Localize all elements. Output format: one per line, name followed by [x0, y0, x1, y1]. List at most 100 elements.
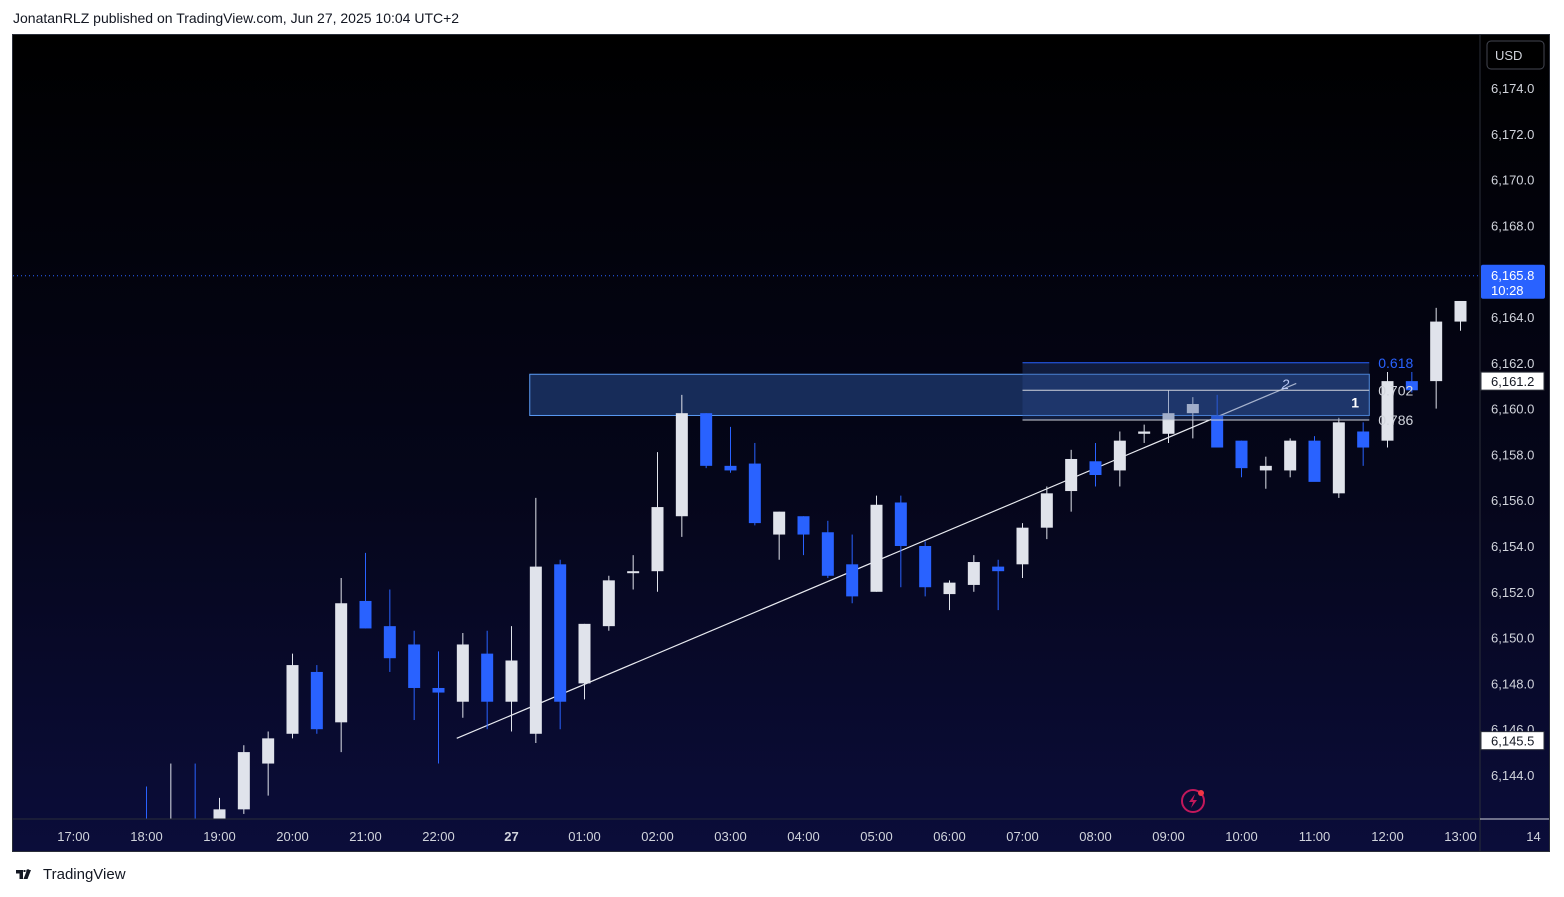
candle-body: [1040, 493, 1053, 528]
candle-body: [1186, 404, 1199, 414]
candle-body: [1113, 440, 1126, 471]
supply-zone-box: [529, 373, 1370, 416]
chart-overlay-layer: [1181, 789, 1205, 813]
lightning-icon: [1181, 789, 1205, 813]
candle-body: [846, 564, 859, 597]
time-tick-label: 20:00: [276, 829, 309, 844]
time-tick-label: 08:00: [1079, 829, 1112, 844]
candle-body: [627, 571, 640, 574]
candle-body: [310, 671, 323, 730]
candle-body: [675, 413, 688, 517]
price-tick-label: 6,148.0: [1491, 676, 1534, 691]
candle-body: [1381, 381, 1394, 441]
candle-body: [237, 752, 250, 810]
candle-body: [1308, 440, 1321, 482]
time-tick-label: 22:00: [422, 829, 455, 844]
candle-body: [1357, 431, 1370, 448]
time-tick-label: 09:00: [1152, 829, 1185, 844]
candle-body: [1138, 431, 1151, 434]
candle-body: [1405, 381, 1418, 391]
candle-body: [1235, 440, 1248, 469]
candle-body: [1089, 461, 1102, 476]
price-tick-label: 6,168.0: [1491, 218, 1534, 233]
candle-body: [481, 653, 494, 702]
time-tick-label: 14: [1526, 829, 1540, 844]
time-tick-label: 19:00: [203, 829, 236, 844]
candles-layer: [146, 300, 1467, 819]
candle-body: [408, 644, 421, 688]
time-tick-label: 21:00: [349, 829, 382, 844]
time-tick-label: 13:00: [1444, 829, 1477, 844]
time-tick-label: 12:00: [1371, 829, 1404, 844]
candle-body: [1162, 413, 1175, 434]
time-tick-label: 02:00: [641, 829, 674, 844]
candle-body: [335, 603, 348, 723]
zone-label-2: 2: [1281, 376, 1290, 392]
time-tick-label: 11:00: [1299, 829, 1331, 844]
candle-body: [554, 564, 567, 702]
time-tick-label: 04:00: [787, 829, 820, 844]
fib-level-label: 0.618: [1378, 355, 1413, 371]
price-tick-label: 6,160.0: [1491, 402, 1534, 417]
fib-layer: 0.618 0.702 0.786 1 2: [1022, 355, 1413, 428]
time-tick-label: 17:00: [57, 829, 90, 844]
currency-label: USD: [1495, 48, 1522, 63]
time-tick-label: 10:00: [1225, 829, 1258, 844]
candle-body: [602, 580, 615, 627]
candle-body: [359, 600, 372, 629]
drawing-price-badge: [1480, 731, 1545, 751]
chart-area[interactable]: 0.618 0.702 0.786 1 2 6,144.0 6,146.0 6,148.0 6…: [12, 34, 1550, 852]
time-tick-label: 06:00: [933, 829, 966, 844]
zone-label-1: 1: [1351, 395, 1359, 411]
candle-body: [1065, 458, 1078, 492]
time-tick-label: 01:00: [568, 829, 601, 844]
last-price-badge: [1481, 264, 1545, 299]
candle-body: [943, 582, 956, 595]
fib-level-label: 0.702: [1378, 382, 1413, 398]
countdown-value: 10:28: [1491, 283, 1524, 298]
time-axis[interactable]: 17:00 18:00 19:00 20:00 21:00 22:00 27 01:00 02:…: [13, 818, 1549, 844]
supply-zone-layer: [529, 373, 1370, 416]
brand-name: TradingView: [43, 866, 126, 883]
time-tick-label: 05:00: [860, 829, 893, 844]
candle-body: [651, 507, 664, 572]
tradingview-brand[interactable]: TradingView: [13, 866, 126, 883]
candle-body: [821, 532, 834, 576]
time-tick-label: 27: [504, 829, 518, 844]
tradingview-logo-icon: [16, 868, 31, 879]
candle-body: [1430, 321, 1443, 382]
candle-body: [773, 511, 786, 535]
candle-body: [724, 465, 737, 471]
candle-body: [748, 463, 761, 524]
candle-body: [1211, 415, 1224, 448]
price-tick-label: 6,144.0: [1491, 768, 1534, 783]
candle-body: [456, 644, 469, 702]
drawing-price-badge: [1480, 371, 1545, 391]
candle-body: [262, 738, 275, 764]
currency-box: [1486, 40, 1545, 70]
candle-body: [432, 687, 445, 693]
candle-body: [1016, 527, 1029, 565]
candle-body: [1259, 465, 1272, 471]
candle-body: [1284, 440, 1297, 471]
price-axis[interactable]: 6,144.06,146.06,148.06,150.06,152.06,154…: [1479, 35, 1545, 851]
drawing-price-label: 6,145.5: [1491, 734, 1534, 749]
price-tick-label: 6,170.0: [1491, 173, 1534, 188]
candle-body: [1332, 422, 1345, 494]
candle-body: [383, 626, 396, 659]
candle-body: [967, 562, 980, 585]
price-tick-label: 6,174.0: [1491, 81, 1534, 96]
candle-body: [992, 566, 1005, 572]
publish-attribution: JonatanRLZ published on TradingView.com,…: [13, 10, 460, 26]
candle-body: [894, 502, 907, 546]
price-tick-label: 6,154.0: [1491, 539, 1534, 554]
fib-box: [1022, 362, 1370, 421]
candle-body: [505, 660, 518, 702]
lightning-icon-bolt: [1189, 794, 1197, 808]
candle-body: [529, 566, 542, 734]
price-tick-label: 6,156.0: [1491, 493, 1534, 508]
price-tick-label: 6,164.0: [1491, 310, 1534, 325]
time-tick-label: 03:00: [714, 829, 747, 844]
candle-body: [919, 546, 932, 588]
